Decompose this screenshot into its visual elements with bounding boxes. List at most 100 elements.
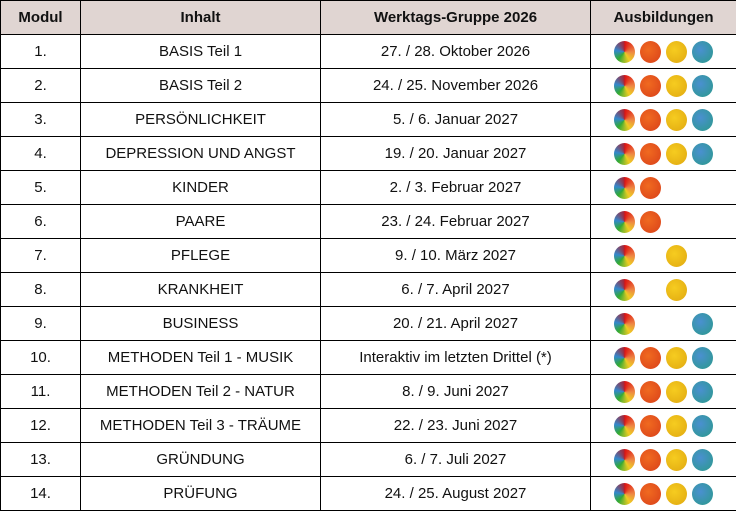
yellow-dot-icon [666, 245, 687, 267]
multi-dot-icon [614, 245, 635, 267]
cell-datum: 22. / 23. Juni 2027 [321, 409, 591, 443]
yellow-dot-icon [666, 279, 687, 301]
yellow-dot-icon [666, 415, 687, 437]
yellow-dot-icon [666, 109, 687, 131]
cell-ausbildungen [591, 205, 736, 239]
blue-dot-icon [692, 347, 713, 369]
cell-datum: 19. / 20. Januar 2027 [321, 137, 591, 171]
cell-modul: 6. [1, 205, 81, 239]
cell-datum: Interaktiv im letzten Drittel (*) [321, 341, 591, 375]
multi-dot-icon [614, 313, 635, 335]
cell-datum: 27. / 28. Oktober 2026 [321, 35, 591, 69]
header-inhalt: Inhalt [81, 1, 321, 35]
blue-dot-icon [692, 41, 713, 63]
cell-datum: 2. / 3. Februar 2027 [321, 171, 591, 205]
cell-ausbildungen [591, 171, 736, 205]
cell-inhalt: PRÜFUNG [81, 477, 321, 511]
orange-dot-icon [640, 177, 661, 199]
header-ausbildungen: Ausbildungen [591, 1, 736, 35]
multi-dot-icon [614, 143, 635, 165]
cell-modul: 3. [1, 103, 81, 137]
cell-ausbildungen [591, 307, 736, 341]
orange-dot-icon [640, 449, 661, 471]
orange-dot-icon [640, 211, 661, 233]
cell-inhalt: METHODEN Teil 2 - NATUR [81, 375, 321, 409]
orange-dot-icon [640, 347, 661, 369]
cell-datum: 8. / 9. Juni 2027 [321, 375, 591, 409]
blue-dot-icon [692, 483, 713, 505]
cell-inhalt: KINDER [81, 171, 321, 205]
header-datum: Werktags-Gruppe 2026 [321, 1, 591, 35]
header-row: Modul Inhalt Werktags-Gruppe 2026 Ausbil… [1, 1, 736, 35]
cell-modul: 4. [1, 137, 81, 171]
multi-dot-icon [614, 75, 635, 97]
cell-inhalt: PFLEGE [81, 239, 321, 273]
orange-dot-icon [640, 381, 661, 403]
yellow-dot-icon [666, 483, 687, 505]
yellow-dot-icon [666, 143, 687, 165]
cell-modul: 10. [1, 341, 81, 375]
cell-datum: 6. / 7. April 2027 [321, 273, 591, 307]
cell-modul: 8. [1, 273, 81, 307]
multi-dot-icon [614, 211, 635, 233]
yellow-dot-icon [666, 381, 687, 403]
cell-datum: 6. / 7. Juli 2027 [321, 443, 591, 477]
orange-dot-icon [640, 41, 661, 63]
cell-ausbildungen [591, 409, 736, 443]
cell-modul: 9. [1, 307, 81, 341]
cell-inhalt: METHODEN Teil 1 - MUSIK [81, 341, 321, 375]
multi-dot-icon [614, 381, 635, 403]
cell-datum: 20. / 21. April 2027 [321, 307, 591, 341]
cell-ausbildungen [591, 103, 736, 137]
header-modul: Modul [1, 1, 81, 35]
cell-datum: 5. / 6. Januar 2027 [321, 103, 591, 137]
cell-ausbildungen [591, 273, 736, 307]
blue-dot-icon [692, 109, 713, 131]
cell-inhalt: PERSÖNLICHKEIT [81, 103, 321, 137]
cell-inhalt: KRANKHEIT [81, 273, 321, 307]
cell-ausbildungen [591, 137, 736, 171]
cell-modul: 5. [1, 171, 81, 205]
blue-dot-icon [692, 143, 713, 165]
cell-ausbildungen [591, 69, 736, 103]
blue-dot-icon [692, 415, 713, 437]
multi-dot-icon [614, 41, 635, 63]
multi-dot-icon [614, 177, 635, 199]
orange-dot-icon [640, 109, 661, 131]
cell-modul: 2. [1, 69, 81, 103]
cell-inhalt: BASIS Teil 1 [81, 35, 321, 69]
cell-ausbildungen [591, 443, 736, 477]
cell-inhalt: METHODEN Teil 3 - TRÄUME [81, 409, 321, 443]
cell-datum: 24. / 25. November 2026 [321, 69, 591, 103]
blue-dot-icon [692, 449, 713, 471]
orange-dot-icon [640, 143, 661, 165]
orange-dot-icon [640, 75, 661, 97]
cell-modul: 14. [1, 477, 81, 511]
cell-modul: 1. [1, 35, 81, 69]
multi-dot-icon [614, 109, 635, 131]
cell-inhalt: BUSINESS [81, 307, 321, 341]
orange-dot-icon [640, 483, 661, 505]
cell-ausbildungen [591, 239, 736, 273]
cell-modul: 11. [1, 375, 81, 409]
multi-dot-icon [614, 415, 635, 437]
cell-datum: 9. / 10. März 2027 [321, 239, 591, 273]
cell-inhalt: BASIS Teil 2 [81, 69, 321, 103]
yellow-dot-icon [666, 449, 687, 471]
cell-inhalt: GRÜNDUNG [81, 443, 321, 477]
cell-inhalt: DEPRESSION UND ANGST [81, 137, 321, 171]
blue-dot-icon [692, 313, 713, 335]
multi-dot-icon [614, 347, 635, 369]
cell-modul: 7. [1, 239, 81, 273]
yellow-dot-icon [666, 347, 687, 369]
